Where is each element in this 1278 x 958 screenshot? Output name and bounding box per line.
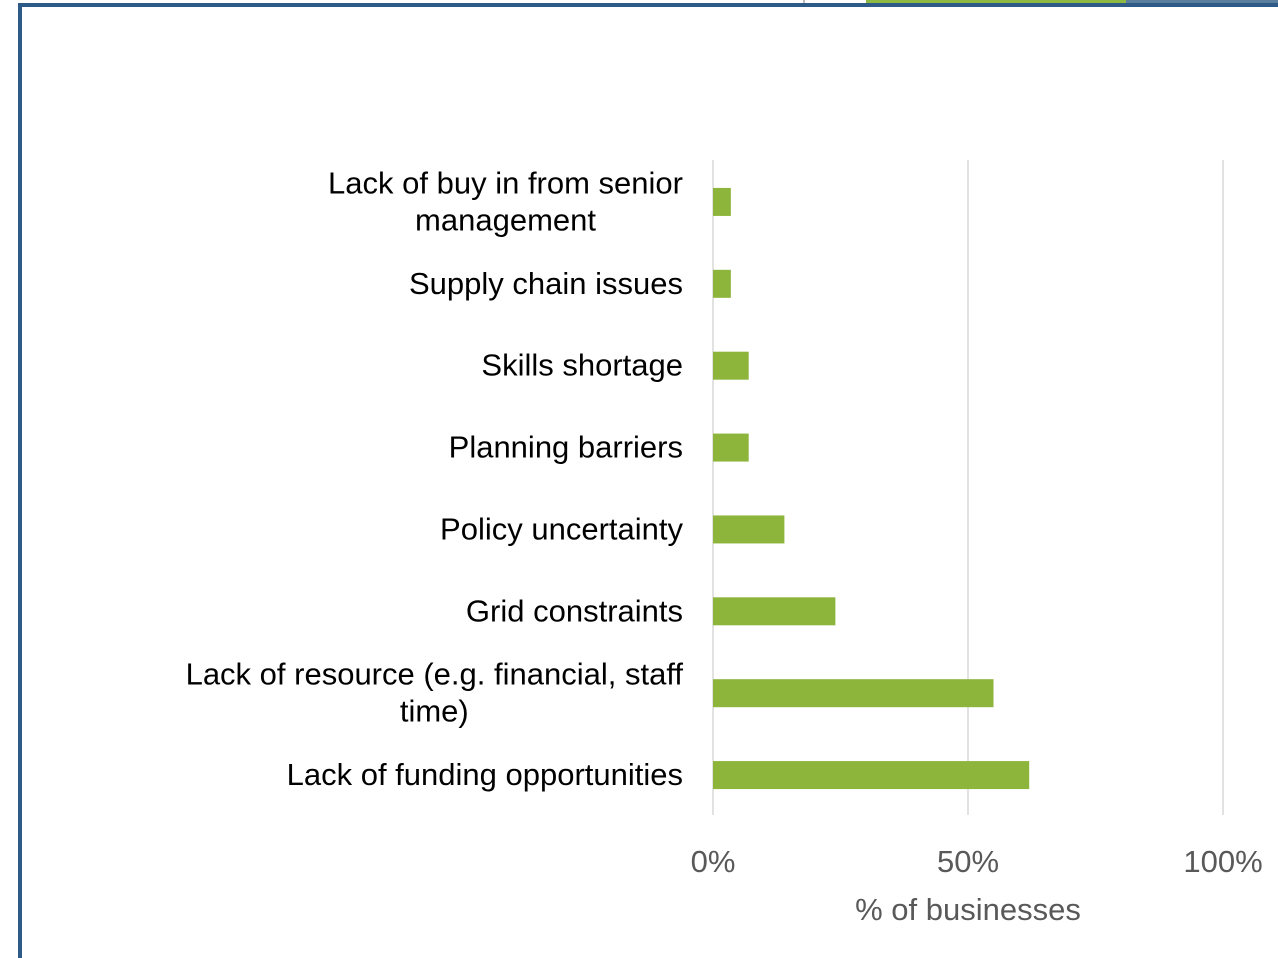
top-strip-dark bbox=[1126, 0, 1278, 3]
category-label-0-line-1: management bbox=[415, 202, 596, 237]
x-tick-label-2: 100% bbox=[1183, 844, 1262, 879]
bar-4 bbox=[713, 515, 785, 544]
x-tick-label-0: 0% bbox=[691, 844, 736, 879]
category-label-4: Policy uncertainty bbox=[440, 511, 683, 546]
category-label-0: Lack of buy in from senior management bbox=[328, 165, 683, 237]
gridlines bbox=[712, 160, 1224, 815]
bar-0 bbox=[713, 187, 731, 216]
bar-1 bbox=[713, 269, 731, 298]
top-strip-green bbox=[866, 0, 1126, 3]
category-label-1-line-0: Supply chain issues bbox=[409, 266, 683, 301]
bar-2 bbox=[713, 351, 749, 380]
category-label-2: Skills shortage bbox=[481, 348, 683, 383]
category-label-3-line-0: Planning barriers bbox=[449, 430, 683, 465]
frame-border-top bbox=[18, 3, 1278, 7]
bar-6 bbox=[713, 679, 994, 708]
x-axis-title: % of businesses bbox=[855, 892, 1081, 927]
category-label-1: Supply chain issues bbox=[409, 266, 683, 301]
bar-5 bbox=[713, 597, 836, 626]
category-label-0-line-0: Lack of buy in from senior bbox=[328, 165, 683, 200]
category-label-2-line-0: Skills shortage bbox=[481, 348, 683, 383]
category-label-7-line-0: Lack of funding opportunities bbox=[287, 757, 683, 792]
category-label-5: Grid constraints bbox=[466, 593, 683, 628]
category-label-7: Lack of funding opportunities bbox=[287, 757, 683, 792]
category-labels: Lack of buy in from senior management Supp… bbox=[186, 165, 684, 792]
frame-border-left bbox=[18, 3, 22, 958]
category-label-3: Planning barriers bbox=[449, 430, 683, 465]
category-label-6-line-1: time) bbox=[400, 694, 469, 729]
x-tick-label-1: 50% bbox=[937, 844, 999, 879]
category-label-5-line-0: Grid constraints bbox=[466, 593, 683, 628]
bar-7 bbox=[713, 761, 1030, 790]
x-tick-labels: 0% 50% 100% bbox=[691, 844, 1263, 879]
category-label-6: Lack of resource (e.g. financial, staff t… bbox=[186, 657, 684, 729]
category-label-4-line-0: Policy uncertainty bbox=[440, 511, 683, 546]
top-strip-divider bbox=[803, 0, 805, 3]
category-label-6-line-0: Lack of resource (e.g. financial, staff bbox=[186, 657, 684, 692]
bar-3 bbox=[713, 433, 749, 462]
bars bbox=[713, 187, 1030, 790]
